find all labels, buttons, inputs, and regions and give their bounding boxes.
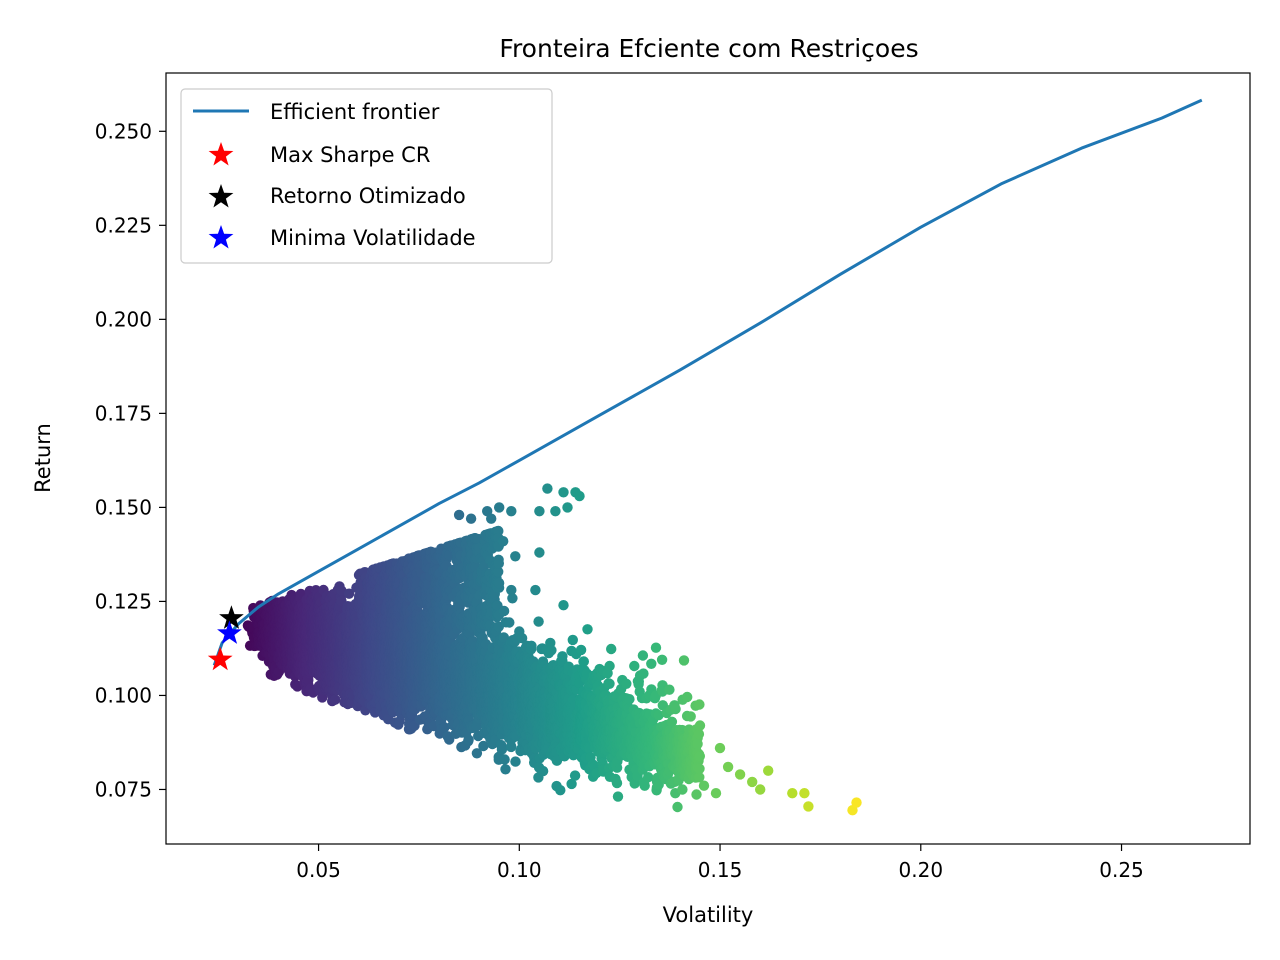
scatter-point [453, 509, 465, 521]
chart-title: Fronteira Efciente com Restriçoes [499, 34, 918, 63]
scatter-point [329, 694, 341, 705]
scatter-point [486, 513, 497, 524]
scatter-point [463, 734, 474, 745]
scatter-point [465, 513, 477, 524]
random-portfolios-scatter [242, 483, 862, 816]
